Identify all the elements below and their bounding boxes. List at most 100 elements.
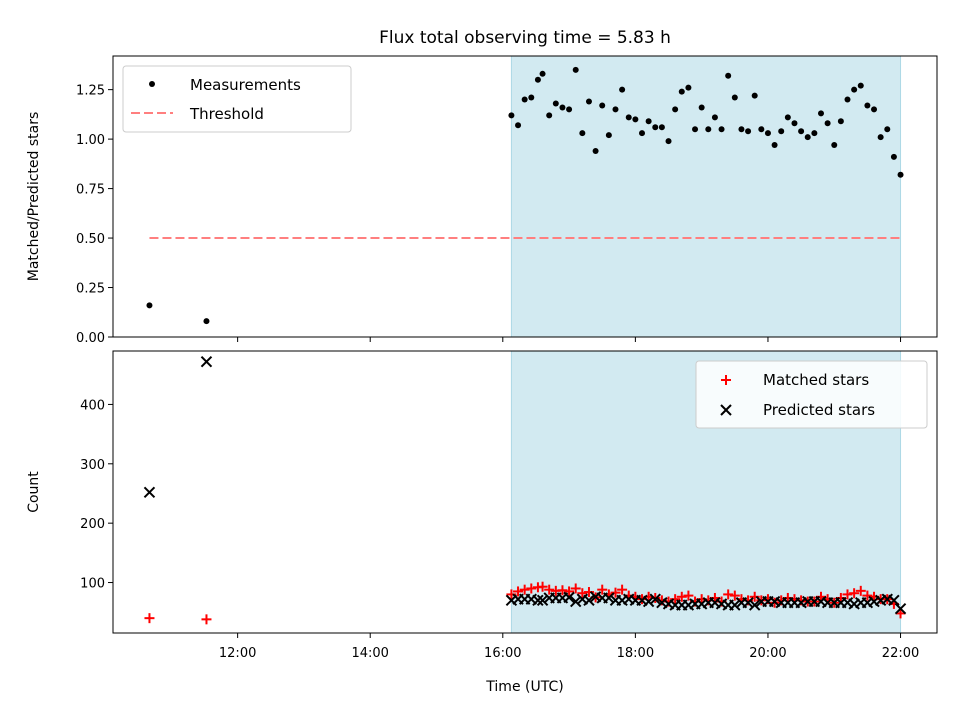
measurement-point (566, 106, 573, 113)
y-tick-label: 0.50 (76, 232, 105, 247)
ratio-panel: 0.00 0.25 0.50 0.75 1.00 1.25 Matched/Predicte… (26, 55, 938, 346)
matched-star-point (201, 614, 212, 625)
measurement-point (745, 128, 752, 135)
matched-star-point (895, 608, 906, 619)
legend-label-matched: Matched stars (763, 371, 869, 389)
y-tick-label: 1.25 (76, 84, 105, 99)
measurement-point (771, 142, 778, 149)
measurement-point (857, 82, 864, 89)
predicted-star-point (563, 591, 575, 604)
y-tick-label: 400 (80, 398, 105, 413)
matched-star-point (723, 589, 734, 600)
measurement-point (824, 120, 831, 127)
measurement-point (645, 118, 652, 125)
measurement-point (534, 76, 541, 83)
measurement-point (851, 86, 858, 93)
measurement-point (672, 106, 679, 113)
measurement-point (528, 94, 535, 101)
legend-frame (695, 360, 928, 429)
x-axis-label: Time (UTC) (485, 679, 563, 695)
matched-star-point (610, 587, 621, 598)
predicted-star-point (570, 595, 582, 608)
measurement-point (784, 114, 791, 121)
measurement-point (817, 110, 824, 117)
measurement-point (705, 126, 712, 133)
axes-frame (112, 350, 938, 634)
measurement-point (552, 100, 559, 107)
x-tick-label: 12:00 (219, 646, 256, 661)
matched-star-point (709, 592, 720, 603)
matched-star-point (729, 590, 740, 601)
measurement-point (652, 124, 659, 131)
y-tick-label: 200 (80, 517, 105, 532)
matched-star-point (597, 584, 608, 595)
measurement-point (890, 153, 897, 160)
legend-frame (122, 65, 352, 133)
legend-marker-predicted (720, 404, 732, 416)
measurement-point (592, 147, 599, 154)
matched-star-point (670, 594, 681, 605)
figure-title: Flux total observing time = 5.83 h (379, 28, 671, 48)
matched-star-point (144, 613, 155, 624)
measurement-point (837, 118, 844, 125)
matched-star-point (519, 584, 530, 595)
x-tick-label: 16:00 (484, 646, 521, 661)
matched-star-point (570, 583, 581, 594)
measurement-point (698, 104, 705, 111)
measurement-point (146, 302, 153, 309)
measurement-point (685, 84, 692, 91)
matched-star-point (835, 592, 846, 603)
legend-marker-matched (721, 375, 731, 385)
predicted-star-point (532, 594, 544, 607)
measurement-point (658, 124, 665, 131)
matched-star-point (849, 588, 860, 599)
matched-star-point (749, 591, 760, 602)
measurement-point (811, 130, 818, 137)
measurement-point (844, 96, 851, 103)
measurement-point (758, 126, 765, 133)
measurement-point (798, 128, 805, 135)
y-tick-label: 300 (80, 458, 105, 473)
measurement-point (619, 86, 626, 93)
measurement-point (515, 122, 522, 129)
legend-bottom: Matched stars Predicted stars (695, 360, 928, 429)
matched-star-point (537, 581, 548, 592)
measurement-point (599, 102, 606, 109)
matched-star-point (577, 588, 588, 599)
y-tick-label: 0.00 (76, 331, 105, 346)
predicted-star-point (642, 595, 655, 608)
y-axis-label: Count (26, 471, 42, 513)
measurement-point (692, 126, 699, 133)
observing-span (510, 55, 902, 338)
matched-star-point (855, 585, 866, 596)
matched-star-point (583, 587, 594, 598)
matched-star-point (506, 589, 517, 600)
y-tick-label: 1.00 (76, 133, 105, 148)
predicted-star-point (603, 592, 615, 604)
measurement-point (731, 94, 738, 101)
matched-star-point (782, 592, 793, 603)
measurement-point (632, 116, 639, 123)
legend-marker-measurements (149, 81, 155, 87)
measurement-point (665, 138, 672, 145)
measurement-point (804, 134, 811, 141)
measurement-point (738, 126, 745, 133)
predicted-star-point (748, 599, 761, 611)
matched-star-point (617, 584, 628, 595)
measurement-point (764, 130, 771, 137)
measurement-point (508, 112, 515, 119)
matched-star-point (842, 589, 853, 600)
measurement-point (639, 130, 646, 137)
matched-star-point (513, 586, 524, 597)
count-panel: 100 200 300 400 12:00 14:00 16:00 18:00 20:00 22:… (26, 350, 938, 695)
matched-star-point (815, 591, 826, 602)
measurement-point (897, 171, 904, 178)
measurement-point (605, 132, 612, 139)
matched-star-point (557, 585, 568, 596)
predicted-star-point (742, 597, 754, 609)
measurement-point (612, 106, 619, 113)
predicted-star-point (729, 599, 741, 611)
predicted-star-point (888, 594, 900, 607)
y-tick-label: 0.25 (76, 282, 105, 297)
measurement-point (871, 106, 878, 113)
